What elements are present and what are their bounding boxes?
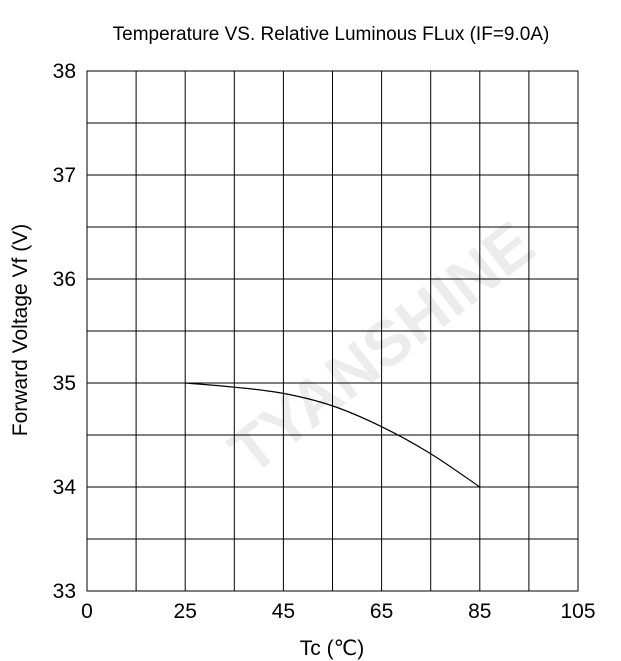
chart-title: Temperature VS. Relative Luminous FLux (…: [113, 24, 550, 45]
y-tick-label: 38: [53, 60, 76, 83]
plot-frame: [86, 70, 579, 592]
x-axis-label: Tc (℃): [300, 637, 364, 660]
grid: [87, 71, 578, 591]
x-tick-label: 85: [468, 600, 491, 623]
y-axis-label: Forward Voltage Vf (V): [9, 224, 32, 436]
x-tick-label: 65: [370, 600, 393, 623]
x-axis-ticks: 0 25 45 65 85 105: [81, 600, 595, 623]
y-axis-ticks: 33 34 35 36 37 38: [53, 60, 77, 603]
y-tick-label: 33: [53, 580, 76, 603]
x-tick-label: 0: [81, 600, 93, 623]
x-tick-label: 45: [272, 600, 295, 623]
y-tick-label: 35: [53, 372, 76, 395]
x-tick-label: 25: [174, 600, 197, 623]
y-tick-label: 36: [53, 268, 76, 291]
series-layer: [185, 382, 481, 488]
y-tick-label: 34: [53, 476, 77, 499]
y-tick-label: 37: [53, 164, 76, 187]
x-tick-label: 105: [560, 600, 595, 623]
series-line: [185, 382, 481, 488]
